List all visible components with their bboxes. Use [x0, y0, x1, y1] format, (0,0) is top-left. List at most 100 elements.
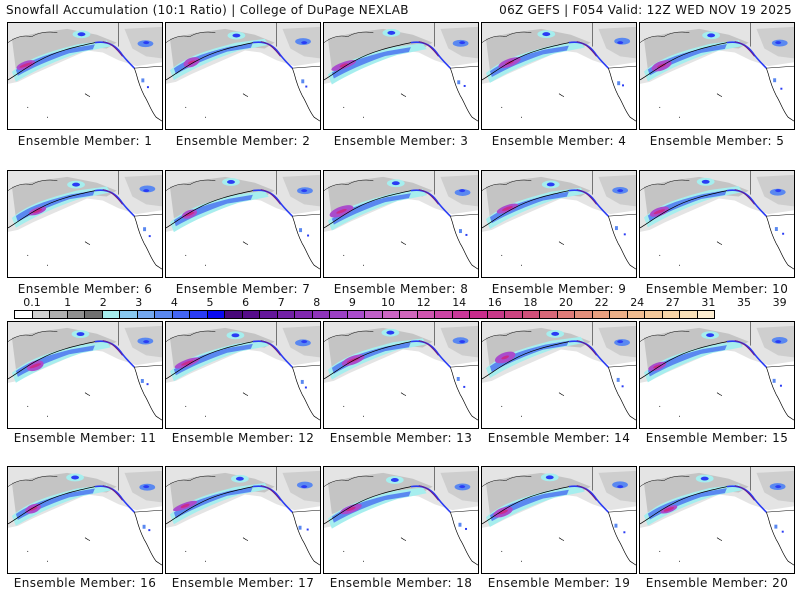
- coastal-snow-band: [568, 340, 609, 368]
- coastal-snow-core: [576, 41, 597, 57]
- snow-west-us-2: [306, 528, 309, 531]
- snow-west-us-2: [780, 87, 783, 90]
- snow-core-magenta: [184, 211, 195, 217]
- ensemble-member-map-20: [639, 466, 795, 574]
- snow-canada-core: [617, 41, 624, 45]
- political-border: [434, 23, 478, 69]
- colorbar-cell: [644, 310, 662, 319]
- snow-west-us-2: [782, 232, 785, 235]
- island-dot: [185, 106, 187, 108]
- snow-west-us: [774, 524, 778, 529]
- colorbar-cell: [434, 310, 452, 319]
- island-dot: [659, 550, 661, 552]
- island-dot: [520, 264, 522, 266]
- snow-band-blue: [331, 193, 411, 225]
- political-border: [434, 467, 478, 513]
- colorbar-cell: [294, 310, 312, 319]
- ensemble-member-label: Ensemble Member: 10: [645, 282, 789, 296]
- ensemble-member-map-19: [481, 466, 637, 574]
- snow-alaska-core: [387, 30, 396, 35]
- ensemble-member-map-18: [323, 466, 479, 574]
- snow-alaska-core: [390, 478, 399, 482]
- political-border: [118, 322, 162, 368]
- snow-west-us: [772, 378, 776, 383]
- snow-band-blue: [331, 491, 411, 523]
- coastal-snow-band: [410, 189, 451, 217]
- snow-alaska-core: [542, 32, 551, 37]
- hawaii-islands: [84, 537, 91, 541]
- snow-core-magenta: [501, 206, 513, 211]
- snow-band-light: [169, 483, 269, 525]
- header-title-right: 06Z GEFS | F054 Valid: 12Z WED NOV 19 20…: [499, 3, 792, 17]
- hawaii-islands: [558, 392, 565, 396]
- island-dot: [362, 415, 364, 417]
- island-dot: [678, 560, 680, 562]
- ensemble-member-label: Ensemble Member: 16: [13, 576, 157, 590]
- ensemble-member-label: Ensemble Member: 14: [487, 431, 631, 445]
- colorbar-cell: [539, 310, 557, 319]
- coastal-snow-band: [726, 340, 767, 368]
- coastal-snow-band: [568, 485, 609, 513]
- snow-core-magenta: [336, 208, 347, 214]
- colorbar-cell: [101, 310, 119, 319]
- snow-west-us: [456, 376, 460, 381]
- snow-canada-blob: [454, 189, 471, 196]
- snow-band-blue: [489, 340, 569, 373]
- ensemble-member-label: Ensemble Member: 11: [13, 431, 157, 445]
- ensemble-member-map-6: [7, 170, 163, 278]
- coastal-snow-band: [252, 485, 293, 513]
- colorbar-cell: [329, 310, 347, 319]
- coastal-snow-core: [418, 189, 439, 205]
- colorbar-tick-label: 7: [277, 296, 285, 309]
- snow-core-magenta: [19, 62, 33, 68]
- snow-west-us: [773, 78, 777, 83]
- snow-alaska-core: [72, 182, 80, 187]
- colorbar-cell: [311, 310, 329, 319]
- ensemble-member-map-16: [7, 466, 163, 574]
- colorbar-cell: [241, 310, 259, 319]
- snow-west-us: [142, 524, 146, 529]
- island-dot: [185, 254, 187, 256]
- snow-west-us-2: [779, 384, 782, 387]
- snow-canada-blob: [612, 481, 628, 489]
- colorbar-tick-label: 31: [701, 296, 716, 309]
- siberia-coast: [324, 475, 374, 487]
- snow-alaska-core: [546, 182, 555, 187]
- coastal-snow-band: [410, 340, 451, 368]
- ensemble-member-map-13: [323, 321, 479, 429]
- island-dot: [46, 560, 48, 562]
- colorbar-tick-label: 24: [630, 296, 645, 309]
- snow-canada-core: [301, 485, 308, 489]
- coastal-snow-band: [568, 41, 609, 69]
- island-dot: [343, 106, 345, 108]
- coastal-snow-core: [576, 485, 597, 501]
- island-dot: [362, 116, 364, 118]
- snow-west-us: [617, 81, 621, 86]
- snow-core-magenta: [663, 507, 675, 512]
- island-dot: [520, 116, 522, 118]
- colorbar-cell: [399, 310, 417, 319]
- coastal-snow-core: [418, 340, 439, 356]
- snow-band-blue: [15, 345, 95, 377]
- political-border: [592, 467, 636, 513]
- snow-alaska-core: [707, 33, 716, 38]
- snow-west-us: [616, 377, 620, 382]
- snow-band-light: [485, 336, 585, 379]
- snow-band-light: [327, 338, 427, 380]
- hawaii-islands: [84, 241, 91, 245]
- colorbar-cell: [189, 310, 207, 319]
- colorbar-cell: [259, 310, 277, 319]
- hawaii-islands: [242, 537, 249, 541]
- coastal-snow-core: [260, 340, 281, 356]
- ensemble-member-map-8: [323, 170, 479, 278]
- snow-alaska-core: [227, 179, 235, 184]
- siberia-coast: [640, 330, 690, 342]
- ensemble-member-map-2: [165, 22, 321, 130]
- snow-core-magenta: [653, 364, 662, 369]
- coastal-snow-core: [734, 189, 755, 205]
- colorbar-cell: [504, 310, 522, 319]
- hawaii-islands: [400, 537, 407, 541]
- colorbar-tick-label: 20: [559, 296, 573, 309]
- island-dot: [659, 405, 661, 407]
- snow-canada-core: [459, 340, 466, 344]
